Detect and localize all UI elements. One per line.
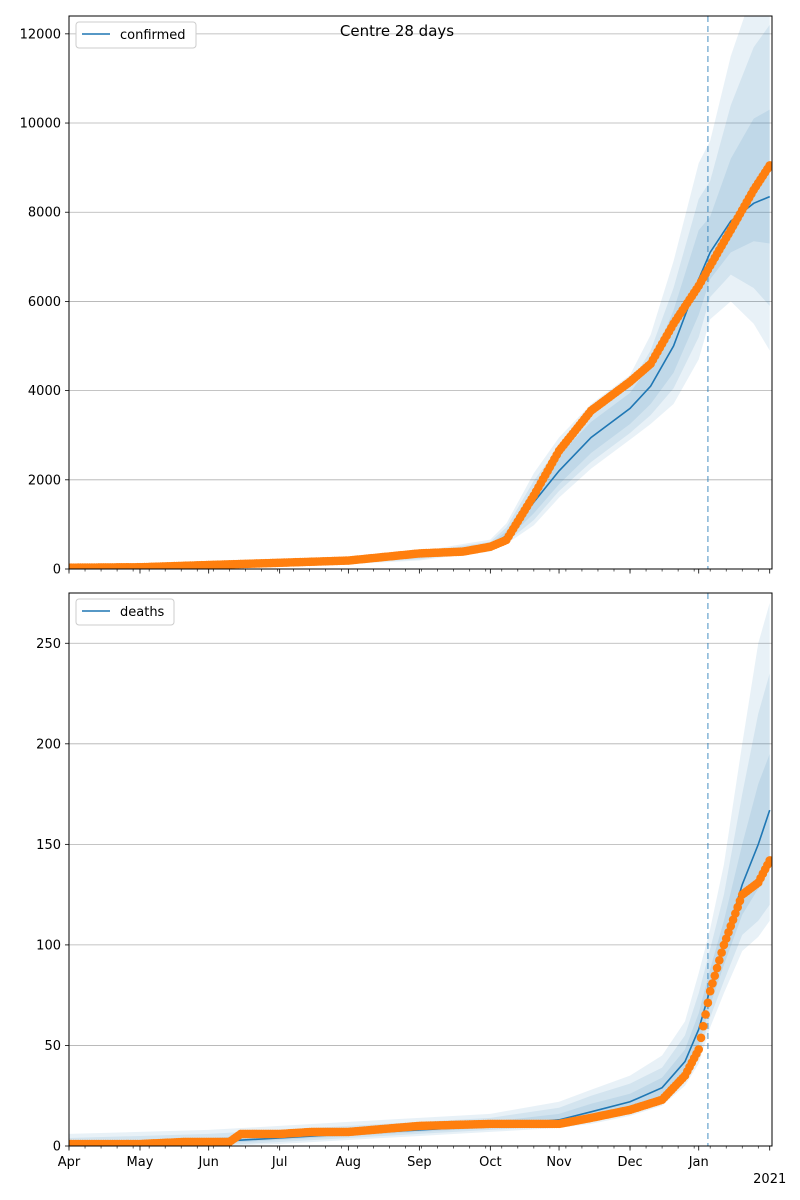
y-tick-label: 0 <box>53 563 61 578</box>
y-tick-label: 200 <box>36 737 61 752</box>
observed-point <box>696 1033 706 1043</box>
x-tick-label: Aug <box>336 1155 361 1170</box>
x-tick-label: Dec <box>617 1155 642 1170</box>
x-year-label: 2021 <box>753 1172 786 1187</box>
uncertainty-band <box>69 16 770 569</box>
y-tick-label: 50 <box>44 1039 61 1054</box>
y-tick-label: 8000 <box>28 206 61 221</box>
x-tick-label: May <box>127 1155 154 1170</box>
observed-point <box>705 986 715 996</box>
x-tick-label: Nov <box>546 1155 572 1170</box>
observed-point <box>699 1021 708 1031</box>
uncertainty-band <box>69 24 770 569</box>
observed-point <box>708 979 717 988</box>
top-axes-frame <box>68 15 773 570</box>
deaths-panel: 0 50 100 150 200 250 Apr May Jun Jul Aug Sep Oct Nov… <box>36 592 786 1187</box>
top-legend-label: confirmed <box>120 28 186 43</box>
y-tick-label: 12000 <box>20 27 61 42</box>
y-tick-label: 10000 <box>20 117 61 132</box>
y-tick-label: 2000 <box>28 473 61 488</box>
chart-title: Centre 28 days <box>340 22 454 40</box>
x-tick-label: Sep <box>407 1155 432 1170</box>
top-observed-points <box>69 161 772 569</box>
top-x-axis-ticks <box>68 569 771 574</box>
bottom-legend-box <box>75 598 175 626</box>
y-tick-label: 150 <box>36 838 61 853</box>
bottom-x-axis: Apr May Jun Jul Aug Sep Oct Nov Dec Jan 2021 <box>58 1146 786 1187</box>
bottom-y-axis: 0 50 100 150 200 250 <box>36 637 69 1155</box>
top-y-axis: 0 2000 4000 6000 8000 10000 12000 <box>20 27 69 578</box>
x-tick-label: Apr <box>58 1155 81 1170</box>
y-tick-label: 100 <box>36 938 61 953</box>
confirmed-panel: 0 2000 4000 6000 8000 10000 12000 confirmed Ce… <box>20 15 773 578</box>
observed-point <box>717 948 726 957</box>
y-tick-label: 250 <box>36 637 61 652</box>
top-legend-box <box>75 21 197 49</box>
top-legend: confirmed <box>75 21 197 49</box>
observed-point <box>712 963 722 973</box>
observed-point <box>703 998 713 1008</box>
bottom-legend-label: deaths <box>120 605 165 620</box>
observed-point <box>765 856 772 865</box>
y-tick-label: 6000 <box>28 295 61 310</box>
y-tick-label: 0 <box>53 1140 61 1155</box>
observed-point <box>715 956 724 965</box>
top-uncertainty-bands <box>69 16 770 569</box>
observed-point <box>701 1010 710 1019</box>
bottom-legend: deaths <box>75 598 175 626</box>
observed-point <box>710 971 720 981</box>
x-tick-label: Jun <box>198 1155 219 1170</box>
observed-point <box>694 1045 704 1054</box>
bottom-axes-frame <box>68 592 773 1147</box>
y-tick-label: 4000 <box>28 384 61 399</box>
x-tick-label: Oct <box>479 1155 501 1170</box>
bottom-observed-points <box>69 856 772 1146</box>
observed-point <box>765 161 772 170</box>
x-tick-label: Jul <box>271 1155 288 1170</box>
x-tick-label: Jan <box>688 1155 709 1170</box>
